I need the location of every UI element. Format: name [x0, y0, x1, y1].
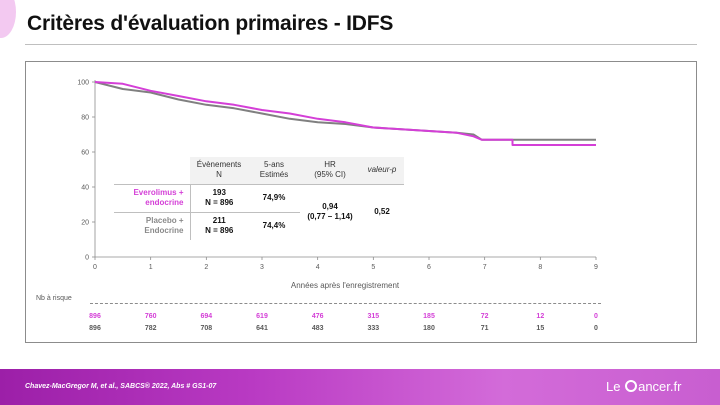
risk-value-placebo: 333	[367, 325, 380, 332]
risk-value-everolimus: 12	[536, 313, 545, 320]
risk-value-placebo: 0	[594, 325, 598, 332]
table-corner	[114, 157, 190, 184]
risk-value-placebo: 15	[536, 325, 545, 332]
risk-table-title: Nb à risque	[36, 295, 72, 302]
cell-events-placebo: 211 N = 896	[189, 211, 248, 240]
cell-estimate-placebo: 74,4%	[248, 211, 300, 240]
corner-decoration	[0, 0, 16, 38]
header-pvalue: valeur-p	[360, 157, 404, 184]
x-tick-label: 8	[538, 264, 542, 271]
risk-value-everolimus: 0	[594, 313, 598, 320]
logo-text-left: Le	[606, 379, 621, 394]
x-tick-label: 7	[483, 264, 487, 271]
risk-value-everolimus: 896	[89, 313, 101, 320]
row-label-placebo: Placebo + Endocrine	[114, 211, 190, 240]
summary-table: Évènements N 5-ans Estimés HR (95% CI) v…	[114, 157, 404, 240]
risk-value-everolimus: 185	[423, 313, 435, 320]
risk-value-placebo: 708	[200, 325, 213, 332]
risk-value-everolimus: 315	[367, 313, 380, 320]
risk-value-everolimus: 476	[311, 313, 324, 320]
header-events: Évènements N	[190, 157, 248, 184]
logo-text-right: ancer.fr	[638, 379, 682, 394]
header-estimate: 5-ans Estimés	[248, 157, 300, 184]
risk-value-placebo: 782	[144, 325, 157, 332]
y-tick-label: 60	[81, 150, 89, 157]
risk-value-everolimus: 694	[200, 313, 213, 320]
cell-estimate-everolimus: 74,9%	[248, 183, 300, 212]
title-divider	[25, 44, 697, 45]
x-tick-label: 3	[260, 264, 264, 271]
x-tick-label: 6	[427, 264, 431, 271]
risk-value-everolimus: 72	[480, 313, 489, 320]
x-tick-label: 5	[371, 264, 375, 271]
x-axis-label: Années après l'enregistrement	[291, 281, 400, 290]
x-tick-label: 2	[204, 264, 208, 271]
y-tick-label: 0	[85, 255, 89, 262]
risk-value-placebo: 896	[89, 325, 101, 332]
cell-events-everolimus: 193 N = 896	[189, 183, 248, 212]
lecancer-logo: Le ancer.fr	[606, 379, 681, 394]
series-line-placebo	[94, 81, 596, 141]
cell-pvalue: 0,52	[360, 183, 404, 240]
chart-frame	[25, 61, 697, 343]
risk-value-placebo: 483	[311, 325, 324, 332]
row-label-everolimus: Everolimus + endocrine	[114, 183, 190, 212]
slide-title: Critères d'évaluation primaires - IDFS	[27, 12, 394, 35]
cell-hr: 0,94 (0,77 – 1,14)	[300, 183, 360, 240]
footer-reference: Chavez-MacGregor M, et al., SABCS® 2022,…	[25, 383, 217, 390]
header-hr: HR (95% CI)	[300, 157, 360, 184]
risk-table-divider	[90, 303, 601, 304]
footer-band	[0, 369, 720, 405]
x-tick-label: 1	[149, 264, 153, 271]
x-tick-label: 9	[594, 264, 598, 271]
risk-value-everolimus: 619	[256, 313, 268, 320]
risk-value-placebo: 71	[480, 325, 489, 332]
y-tick-label: 20	[81, 220, 89, 227]
risk-value-placebo: 180	[423, 325, 435, 332]
y-tick-label: 100	[77, 80, 89, 87]
x-tick-label: 4	[316, 264, 320, 271]
y-tick-label: 40	[81, 185, 89, 192]
x-tick-label: 0	[93, 264, 97, 271]
risk-value-everolimus: 760	[144, 313, 157, 320]
risk-value-placebo: 641	[256, 325, 268, 332]
series-line-everolimus	[94, 81, 596, 146]
y-tick-label: 80	[81, 115, 89, 122]
logo-c-icon	[625, 380, 638, 392]
